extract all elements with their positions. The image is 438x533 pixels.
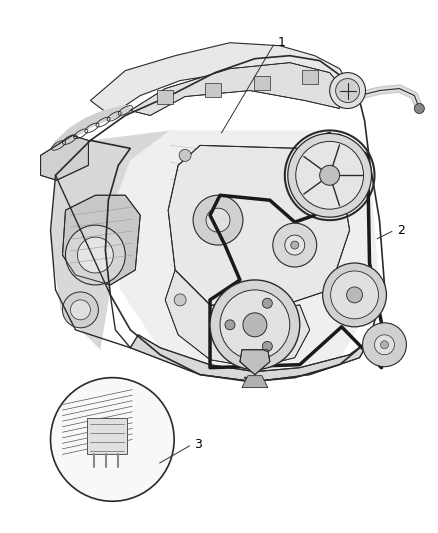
Polygon shape: [168, 146, 350, 310]
Circle shape: [174, 294, 186, 306]
Polygon shape: [63, 195, 140, 285]
Circle shape: [381, 341, 389, 349]
Circle shape: [288, 133, 371, 217]
Polygon shape: [302, 70, 318, 84]
Circle shape: [193, 195, 243, 245]
Text: 3: 3: [194, 438, 202, 451]
Text: 2: 2: [397, 224, 405, 237]
Circle shape: [206, 208, 230, 232]
Polygon shape: [157, 90, 173, 103]
Polygon shape: [130, 63, 345, 116]
Polygon shape: [254, 76, 269, 90]
Circle shape: [309, 140, 321, 151]
Circle shape: [262, 298, 272, 308]
Circle shape: [374, 335, 395, 355]
Circle shape: [273, 223, 317, 267]
Circle shape: [78, 237, 113, 273]
Circle shape: [296, 141, 364, 209]
Polygon shape: [88, 417, 127, 455]
Circle shape: [331, 271, 378, 319]
Circle shape: [243, 313, 267, 337]
Circle shape: [210, 280, 300, 370]
Polygon shape: [50, 131, 170, 350]
Circle shape: [262, 342, 272, 351]
Circle shape: [323, 263, 386, 327]
Polygon shape: [240, 350, 270, 375]
Circle shape: [291, 241, 299, 249]
Circle shape: [304, 155, 316, 166]
Text: 1: 1: [278, 36, 286, 49]
Polygon shape: [90, 43, 350, 116]
Circle shape: [179, 149, 191, 161]
Polygon shape: [130, 335, 370, 382]
Circle shape: [285, 235, 305, 255]
Circle shape: [66, 225, 125, 285]
Circle shape: [320, 165, 339, 185]
Polygon shape: [41, 135, 88, 180]
Polygon shape: [205, 83, 221, 97]
Circle shape: [50, 378, 174, 501]
Polygon shape: [242, 376, 268, 387]
Circle shape: [63, 292, 99, 328]
Circle shape: [330, 72, 366, 109]
Circle shape: [220, 290, 290, 360]
Circle shape: [71, 300, 90, 320]
Polygon shape: [115, 131, 379, 375]
Circle shape: [363, 323, 406, 367]
Circle shape: [336, 78, 360, 102]
Circle shape: [414, 103, 424, 114]
Circle shape: [346, 287, 363, 303]
Circle shape: [225, 320, 235, 330]
Polygon shape: [165, 270, 310, 368]
